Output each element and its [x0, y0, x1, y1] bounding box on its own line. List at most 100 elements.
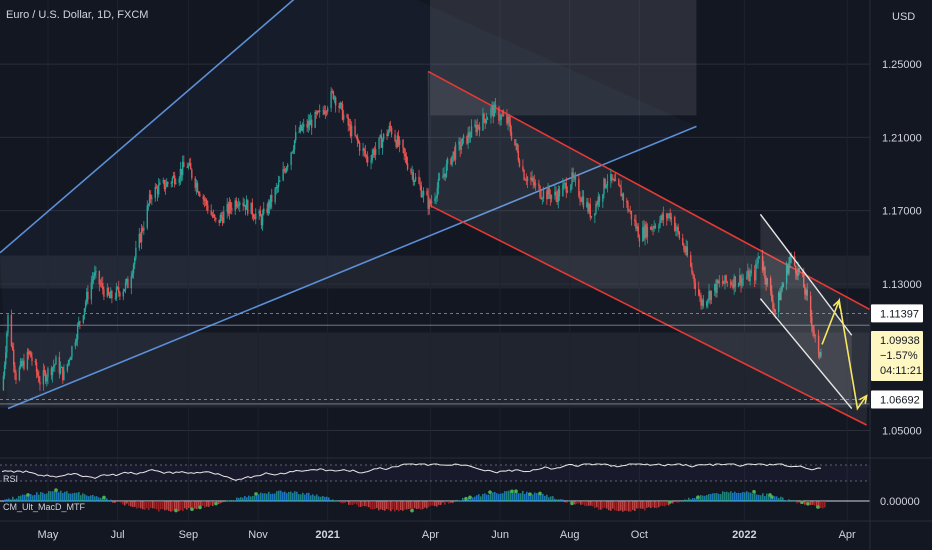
candle-body: [301, 127, 304, 131]
oscillator-bar: [554, 498, 556, 502]
candle-body: [150, 194, 152, 200]
oscillator-bar: [2, 501, 4, 503]
oscillator-bar: [464, 499, 466, 502]
oscillator-bar: [798, 501, 800, 503]
oscillator-bar: [666, 501, 668, 505]
oscillator-bar: [470, 497, 472, 502]
oscillator-bar: [610, 501, 612, 511]
oscillator-bar: [276, 491, 278, 502]
oscillator-bar: [380, 501, 382, 510]
oscillator-bar: [346, 501, 348, 502]
candle-body: [581, 196, 583, 202]
oscillator-bar: [222, 501, 224, 503]
time-tick-label-2: Sep: [179, 529, 199, 541]
candle-body: [245, 200, 248, 210]
candle-body: [610, 174, 612, 181]
oscillator-bar: [226, 500, 228, 502]
candle-body: [122, 291, 125, 297]
oscillator-bar: [306, 492, 308, 502]
oscillator-bar: [258, 494, 260, 502]
zones: [0, 255, 870, 408]
oscillator-bar: [250, 496, 252, 502]
ascending-channel-upper-line: [0, 0, 295, 254]
oscillator-bar: [428, 501, 430, 507]
price-tick-label-3: 1.13000: [882, 279, 922, 291]
symbol-title[interactable]: Euro / U.S. Dollar, 1D, FXCM: [6, 9, 148, 21]
candle-body: [387, 131, 389, 136]
oscillator-bar: [584, 501, 586, 506]
oscillator-bar: [468, 497, 470, 502]
candle-body: [643, 226, 645, 239]
oscillator-bar: [708, 494, 710, 502]
candle-body: [340, 102, 343, 104]
oscillator-bar: [766, 493, 768, 502]
candle-body: [119, 292, 121, 297]
candle-body: [370, 160, 372, 163]
oscillator-bar: [244, 496, 246, 502]
oscillator-bar: [812, 501, 814, 505]
candle-body: [163, 180, 166, 189]
candle-body: [127, 279, 129, 289]
oscillator-bar: [334, 500, 336, 502]
candle-body: [458, 141, 460, 145]
oscillator-bar: [528, 492, 530, 502]
candle-body: [701, 299, 703, 306]
oscillator-bar: [398, 501, 400, 512]
oscillator-bar: [534, 492, 536, 502]
candle-body: [490, 108, 492, 118]
candle-body: [530, 177, 532, 181]
oscillator-bar: [730, 491, 732, 502]
oscillator-bar: [588, 501, 590, 506]
candle-body: [606, 180, 609, 186]
oscillator-bar: [742, 492, 744, 502]
oscillator-bar: [172, 501, 174, 512]
oscillator-bar: [238, 497, 240, 502]
rsi-label[interactable]: RSI: [3, 474, 18, 484]
candle-body: [267, 201, 270, 214]
oscillator-bar: [182, 501, 184, 512]
candle-body: [349, 124, 352, 137]
oscillator-bar: [396, 501, 398, 510]
candle-body: [726, 281, 728, 283]
candle-body: [132, 264, 135, 274]
candle-body: [588, 204, 590, 212]
oscillator-bar: [722, 491, 724, 502]
candle-body: [595, 203, 597, 214]
oscillator-bar: [580, 501, 582, 505]
oscillator-bar: [118, 501, 120, 502]
candle-body: [580, 199, 582, 202]
candle-body: [103, 289, 105, 297]
time-axis[interactable]: May Jul Sep Nov 2021 Apr Jun Aug Oct 2022 Apr: [38, 529, 856, 541]
candle-body: [287, 164, 289, 168]
candle-body: [427, 195, 429, 209]
candle-body: [357, 140, 360, 143]
oscillator-bar: [550, 496, 552, 502]
price-axis[interactable]: 1.25000 1.21000 1.17000 1.13000 1.05000: [882, 59, 922, 437]
oscillator-bar: [148, 501, 150, 511]
candle-body: [181, 161, 184, 176]
candle-body: [100, 283, 103, 285]
candle-body: [235, 200, 238, 207]
oscillator-bar: [706, 495, 708, 502]
oscillator-bar: [404, 501, 406, 510]
candle-body: [124, 282, 127, 290]
oscillator-bar: [728, 492, 730, 502]
oscillator-bar: [512, 491, 514, 502]
candle-body: [380, 135, 383, 148]
oscillator-bar: [178, 501, 180, 512]
candle-body: [444, 173, 446, 177]
candle-body: [334, 97, 337, 106]
oscillator-bar: [762, 493, 764, 502]
candle-body: [207, 205, 209, 211]
candle-body: [793, 255, 796, 266]
oscillator-bar: [344, 501, 346, 503]
oscillator-bar: [454, 501, 456, 502]
candle-body: [275, 187, 277, 189]
candle-body: [10, 314, 13, 346]
candle-body: [765, 278, 767, 285]
oscillator-label[interactable]: CM_Ult_MacD_MTF: [3, 502, 86, 512]
candle-body: [277, 181, 280, 187]
oscillator-bar: [352, 501, 354, 505]
oscillator-bar: [658, 501, 660, 508]
